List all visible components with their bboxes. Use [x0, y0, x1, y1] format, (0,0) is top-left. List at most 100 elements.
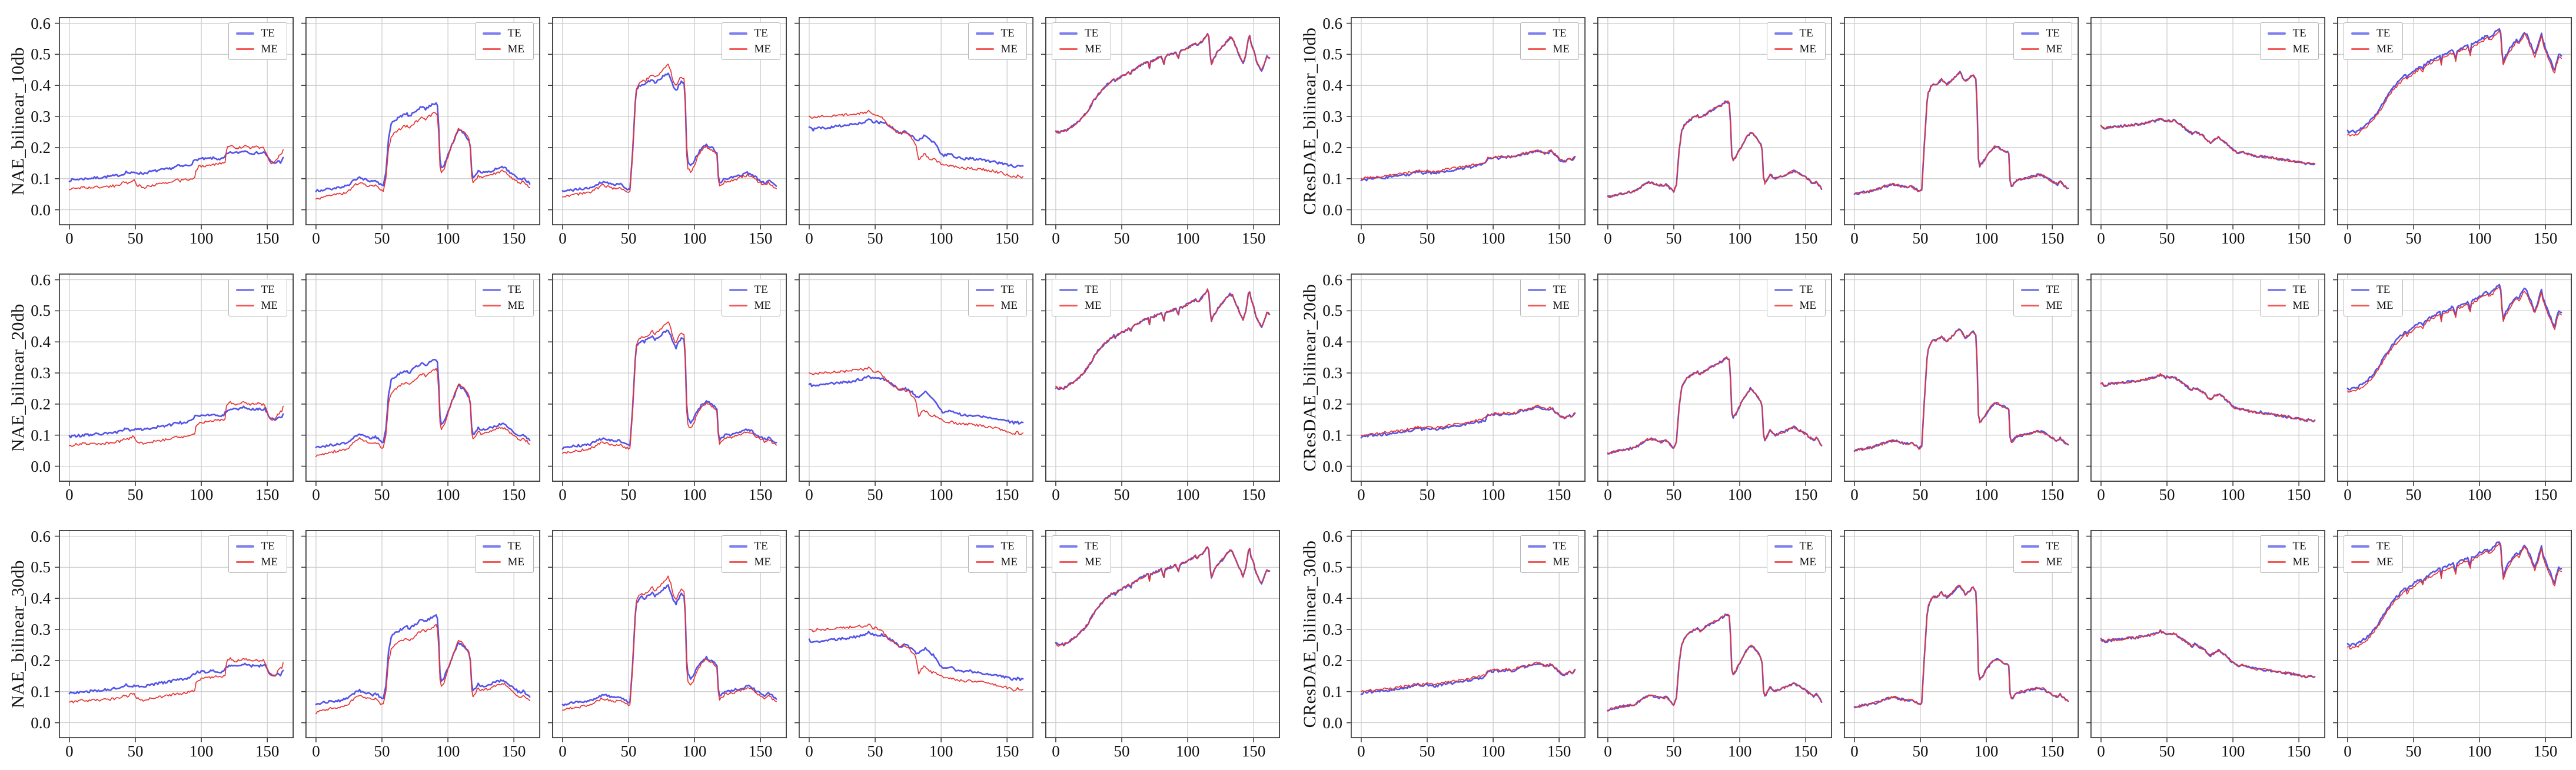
legend-entry: TE — [729, 541, 772, 552]
y-tick-label: 0.2 — [1322, 138, 1342, 156]
x-tick-label: 150 — [501, 742, 526, 760]
legend-entry: ME — [1774, 556, 1816, 568]
me-legend-swatch-icon — [1774, 48, 1793, 50]
me-legend-swatch-icon — [2020, 305, 2039, 306]
x-tick-label: 100 — [929, 486, 953, 504]
legend-label: ME — [1085, 556, 1102, 568]
x-tick-label: 50 — [1419, 229, 1435, 247]
panel-row3-col9: TE ME 0 50 100 150 — [2086, 513, 2326, 769]
panel-row1-col7: TE ME 0 50 100 150 — [1593, 0, 1833, 256]
x-tick-label: 100 — [189, 486, 214, 504]
x-tick-label: 50 — [1912, 229, 1929, 247]
y-tick-label: 0.0 — [1322, 457, 1342, 475]
x-tick-label: 50 — [1666, 486, 1682, 504]
figure-row-3: NAE_bilinear_30db 0.6 0.5 0.4 0.3 0.2 0.1 0.0 TE… — [0, 513, 2576, 769]
legend-label: TE — [2292, 27, 2306, 39]
y-tick-label: 0.1 — [31, 169, 51, 188]
te-legend-swatch-icon — [235, 32, 254, 35]
me-line — [562, 64, 777, 198]
panel-row2-col3: TE ME 0 50 100 150 — [548, 256, 787, 513]
legend-label: TE — [1085, 284, 1099, 296]
legend-label: ME — [507, 556, 525, 568]
x-tick-label: 50 — [2159, 742, 2175, 760]
y-tick-label: 0.6 — [31, 527, 51, 545]
panel-row2-col6: CResDAE_bilinear_20db 0.6 0.5 0.4 0.3 0.2 0.1 0… — [1292, 256, 1586, 513]
legend-label: TE — [754, 27, 768, 39]
x-tick-label: 50 — [1912, 742, 1929, 760]
x-tick-label: 0 — [1357, 486, 1365, 504]
te-legend-swatch-icon — [2351, 32, 2369, 35]
te-line — [1360, 149, 1576, 182]
plot-canvas — [1347, 273, 1586, 486]
te-legend-swatch-icon — [1774, 32, 1793, 35]
plot-frame — [1597, 273, 1833, 482]
legend-box: TE ME — [721, 22, 780, 60]
legend-label: ME — [1085, 43, 1102, 55]
te-legend-swatch-icon — [1774, 288, 1793, 291]
te-legend-swatch-icon — [235, 288, 254, 291]
me-line — [69, 145, 284, 191]
x-tick-label: 0 — [1052, 229, 1060, 247]
plot-frame — [58, 16, 294, 226]
y-tick-label: 0.1 — [1322, 682, 1342, 701]
y-tick-label: 0.2 — [1322, 395, 1342, 413]
me-legend-swatch-icon — [2351, 305, 2369, 306]
legend-label: ME — [2046, 43, 2063, 55]
legend-entry: TE — [1059, 28, 1102, 39]
y-tick-label: 0.2 — [31, 395, 51, 413]
te-line — [1607, 100, 1823, 198]
legend-entry: TE — [2020, 284, 2063, 295]
legend-label: TE — [1001, 27, 1015, 39]
plot-frame — [58, 273, 294, 482]
plot-frame — [1597, 16, 1833, 226]
x-tick-label: 100 — [929, 742, 953, 760]
legend-entry: ME — [1527, 44, 1570, 55]
y-tick-label: 0.0 — [1322, 714, 1342, 732]
x-tick-label: 100 — [1974, 486, 1999, 504]
legend-box: TE ME — [1520, 279, 1579, 316]
legend-entry: ME — [1059, 300, 1102, 311]
legend-box: TE ME — [968, 22, 1027, 60]
x-tick-label: 0 — [1604, 229, 1612, 247]
y-tick-label: 0.2 — [31, 138, 51, 156]
legend-entry: TE — [1774, 28, 1817, 39]
x-tick-label: 50 — [127, 486, 144, 504]
y-tick-label: 0.6 — [1322, 527, 1342, 545]
legend-label: ME — [1799, 299, 1817, 312]
panel-row1-col10: TE ME 0 50 100 150 — [2333, 0, 2572, 256]
x-tick-label: 100 — [189, 229, 214, 247]
legend-entry: TE — [1059, 541, 1102, 552]
panel-row1-col8: TE ME 0 50 100 150 — [1840, 0, 2079, 256]
legend-entry: ME — [729, 300, 771, 311]
te-legend-swatch-icon — [729, 288, 747, 291]
legend-box: TE ME — [228, 535, 287, 573]
x-tick-label: 50 — [620, 742, 637, 760]
te-legend-swatch-icon — [2020, 32, 2039, 35]
te-legend-swatch-icon — [2020, 288, 2039, 291]
x-tick-label: 100 — [1727, 742, 1752, 760]
me-legend-swatch-icon — [1774, 305, 1793, 306]
y-tick-label: 0.5 — [31, 45, 51, 64]
plot-frame — [551, 529, 787, 739]
me-legend-swatch-icon — [482, 48, 501, 50]
x-tick-label: 50 — [127, 742, 144, 760]
y-tick-label: 0.5 — [1322, 45, 1342, 64]
x-tick-label: 50 — [2159, 486, 2175, 504]
x-tick-label: 100 — [682, 742, 707, 760]
x-tick-label: 0 — [2344, 742, 2352, 760]
x-tick-label: 50 — [867, 229, 883, 247]
legend-entry: ME — [975, 44, 1018, 55]
x-tick-label: 0 — [1052, 486, 1060, 504]
x-tick-label: 100 — [1175, 229, 1200, 247]
plot-canvas — [1593, 529, 1833, 742]
x-tick-label: 50 — [620, 486, 637, 504]
te-legend-swatch-icon — [975, 32, 994, 35]
x-tick-label: 100 — [2221, 229, 2245, 247]
legend-box: TE ME — [1052, 22, 1111, 60]
te-legend-swatch-icon — [975, 545, 994, 548]
legend-label: TE — [1001, 284, 1015, 296]
legend-entry: ME — [2267, 44, 2309, 55]
te-line — [315, 102, 531, 192]
panel-row2-col9: TE ME 0 50 100 150 — [2086, 256, 2326, 513]
